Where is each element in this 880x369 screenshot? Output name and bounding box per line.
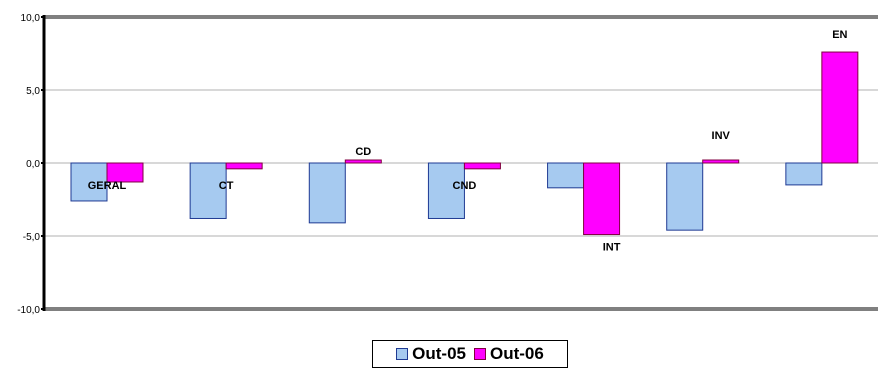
bar-en-series-2 (821, 51, 859, 164)
category-label: INT (603, 242, 621, 254)
category-label: CD (355, 146, 371, 158)
legend-label-series-1: Out-05 (412, 344, 466, 363)
bar-inv-series-1 (666, 162, 704, 231)
bar-int-series-1 (547, 162, 585, 189)
legend-label-series-2: Out-06 (490, 344, 544, 363)
category-label: EN (832, 29, 847, 41)
bar-en-series-1 (785, 162, 823, 186)
category-labels: GERAL CT CD CND INT INV EN (88, 29, 848, 254)
legend-swatch-series-2 (474, 348, 486, 360)
category-label: CND (453, 180, 477, 192)
legend: Out-05 Out-06 (372, 340, 568, 368)
y-tick-label: -5,0 (23, 232, 41, 243)
bar-ct-series-1 (189, 162, 227, 219)
category-label: CT (219, 180, 234, 192)
y-tick-label: 10,0 (21, 13, 41, 24)
legend-item-series-1: Out-05 (396, 344, 466, 364)
category-label: GERAL (88, 180, 127, 192)
bar-ct-series-2 (225, 162, 263, 170)
bar-geral-series-1 (70, 162, 108, 202)
bar-cnd-series-2 (463, 162, 501, 170)
y-tick-label: -10,0 (17, 305, 40, 316)
legend-item-series-2: Out-06 (474, 344, 544, 364)
legend-swatch-series-1 (396, 348, 409, 360)
category-label: INV (712, 130, 731, 142)
y-tick-label: 0,0 (26, 159, 40, 170)
bar-geral-series-2 (106, 162, 144, 183)
bar-int-series-2 (583, 162, 621, 236)
y-axis-ticks: 10,0 5,0 0,0 -5,0 -10,0 (17, 13, 45, 316)
bars (70, 51, 859, 236)
bar-cnd-series-1 (427, 162, 465, 219)
y-tick-label: 5,0 (26, 86, 40, 97)
bar-cd-series-2 (344, 159, 382, 164)
bar-inv-series-2 (702, 159, 740, 164)
bar-cd-series-1 (308, 162, 346, 224)
